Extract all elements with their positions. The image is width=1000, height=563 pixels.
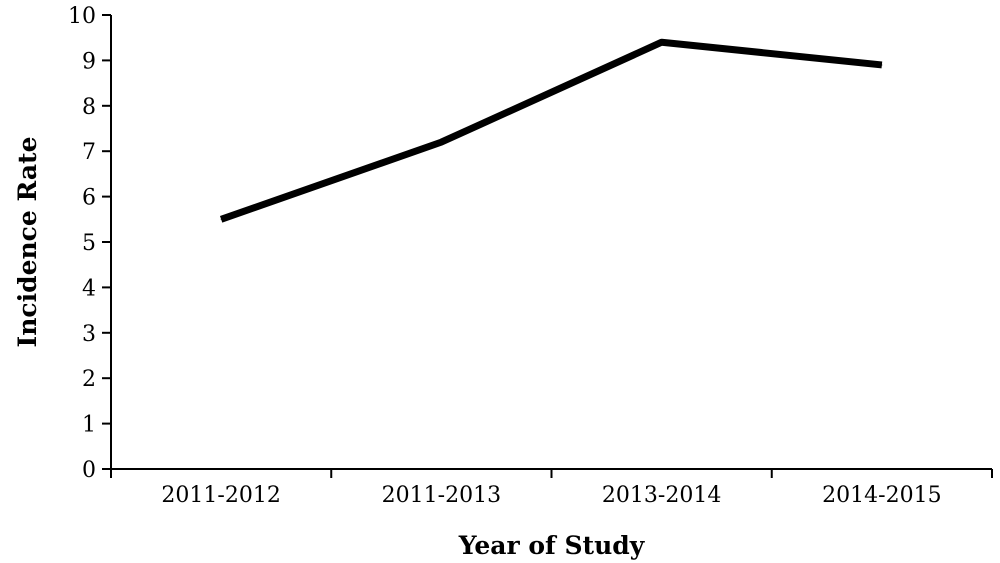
series-line [219,38,883,223]
data-point [881,64,883,66]
y-tick-label: 5 [82,231,96,256]
y-tick-label: 8 [82,95,96,120]
y-tick-label: 9 [82,49,96,74]
axes [110,15,992,470]
x-tick-label: 2011-2012 [161,483,280,508]
data-point [440,141,442,143]
x-tick-label: 2014-2015 [822,483,941,508]
x-axis-title: Year of Study [458,531,646,560]
y-ticks: 0 1 2 3 4 5 6 7 8 9 10 [68,4,111,483]
data-point [661,41,663,43]
x-tick-label: 2013-2014 [602,483,721,508]
data-point [220,218,222,220]
y-axis-title: Incidence Rate [13,137,42,348]
y-tick-label: 6 [82,186,96,211]
y-tick-label: 10 [68,4,96,29]
y-tick-label: 7 [82,140,96,165]
y-tick-label: 4 [82,276,96,301]
y-tick-label: 3 [82,322,96,347]
series-layer [219,38,883,223]
y-tick-label: 0 [82,458,96,483]
y-tick-label: 1 [82,413,96,438]
x-ticks: 2011-2012 2011-2013 2013-2014 2014-2015 [110,469,993,508]
x-tick-label: 2011-2013 [382,483,501,508]
y-tick-label: 2 [82,367,96,392]
